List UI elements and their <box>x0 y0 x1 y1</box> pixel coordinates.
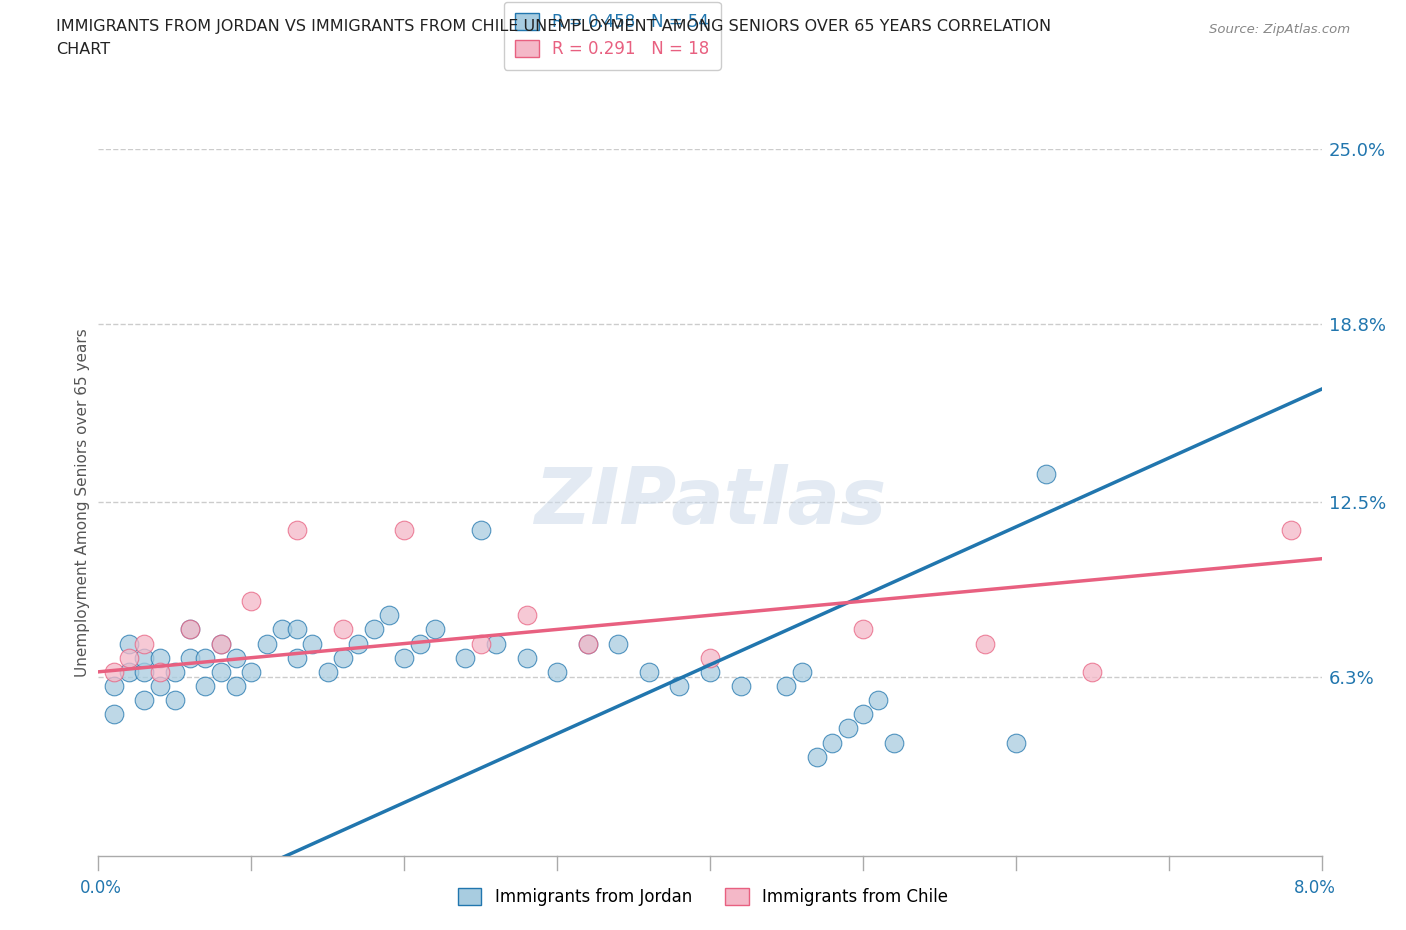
Point <box>134 636 156 651</box>
Point <box>209 664 232 679</box>
Point <box>209 636 232 651</box>
Point <box>607 636 630 651</box>
Point <box>103 707 125 722</box>
Point <box>576 636 599 651</box>
Point <box>485 636 508 651</box>
Point <box>118 664 141 679</box>
Point <box>730 679 752 694</box>
Point <box>1004 735 1026 750</box>
Point <box>118 650 141 665</box>
Point <box>240 593 263 608</box>
Point <box>285 622 308 637</box>
Point <box>576 636 599 651</box>
Text: 8.0%: 8.0% <box>1294 879 1336 897</box>
Point <box>637 664 661 679</box>
Point <box>516 650 538 665</box>
Point <box>163 693 186 708</box>
Point <box>790 664 813 679</box>
Point <box>194 650 217 665</box>
Point <box>179 650 201 665</box>
Point <box>821 735 844 750</box>
Text: IMMIGRANTS FROM JORDAN VS IMMIGRANTS FROM CHILE UNEMPLOYMENT AMONG SENIORS OVER : IMMIGRANTS FROM JORDAN VS IMMIGRANTS FRO… <box>56 19 1052 33</box>
Point <box>332 622 354 637</box>
Text: Source: ZipAtlas.com: Source: ZipAtlas.com <box>1209 23 1350 36</box>
Point <box>332 650 354 665</box>
Point <box>408 636 430 651</box>
Text: 0.0%: 0.0% <box>80 879 122 897</box>
Point <box>1035 467 1057 482</box>
Point <box>134 693 156 708</box>
Point <box>103 679 125 694</box>
Point <box>392 523 416 538</box>
Point <box>285 523 308 538</box>
Point <box>775 679 797 694</box>
Point <box>134 664 156 679</box>
Point <box>149 679 172 694</box>
Text: ZIPatlas: ZIPatlas <box>534 464 886 540</box>
Point <box>868 693 890 708</box>
Point <box>516 608 538 623</box>
Point <box>240 664 263 679</box>
Point <box>163 664 186 679</box>
Point <box>699 664 721 679</box>
Point <box>118 636 141 651</box>
Point <box>974 636 997 651</box>
Point <box>699 650 721 665</box>
Point <box>852 622 875 637</box>
Point <box>270 622 294 637</box>
Point <box>103 664 125 679</box>
Point <box>837 721 859 736</box>
Point <box>546 664 568 679</box>
Point <box>179 622 201 637</box>
Legend: Immigrants from Jordan, Immigrants from Chile: Immigrants from Jordan, Immigrants from … <box>451 881 955 912</box>
Point <box>363 622 385 637</box>
Point <box>852 707 875 722</box>
Point <box>378 608 401 623</box>
Point <box>301 636 323 651</box>
Point <box>668 679 690 694</box>
Point <box>256 636 278 651</box>
Point <box>470 636 492 651</box>
Point <box>454 650 477 665</box>
Y-axis label: Unemployment Among Seniors over 65 years: Unemployment Among Seniors over 65 years <box>75 328 90 677</box>
Point <box>149 664 172 679</box>
Point <box>392 650 416 665</box>
Point <box>285 650 308 665</box>
Point <box>347 636 370 651</box>
Point <box>209 636 232 651</box>
Point <box>883 735 905 750</box>
Point <box>1081 664 1104 679</box>
Text: CHART: CHART <box>56 42 110 57</box>
Point <box>316 664 339 679</box>
Legend: R = 0.458   N = 54, R = 0.291   N = 18: R = 0.458 N = 54, R = 0.291 N = 18 <box>503 2 721 70</box>
Point <box>179 622 201 637</box>
Point <box>806 750 828 764</box>
Point <box>194 679 217 694</box>
Point <box>134 650 156 665</box>
Point <box>1279 523 1302 538</box>
Point <box>225 679 247 694</box>
Point <box>149 650 172 665</box>
Point <box>225 650 247 665</box>
Point <box>423 622 446 637</box>
Point <box>470 523 492 538</box>
